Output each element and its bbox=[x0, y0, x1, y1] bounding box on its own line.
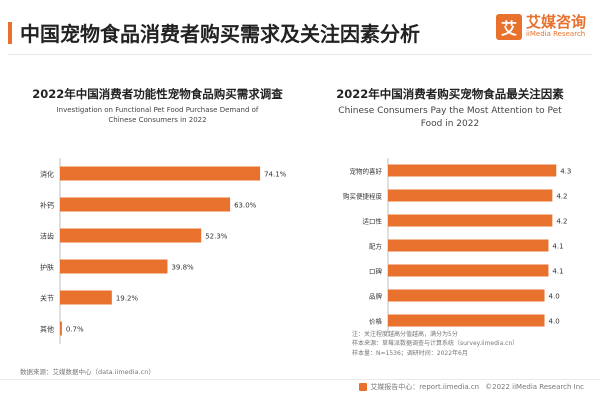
attention-factors-bar-chart: 宠物的喜好 4.3 购买便捷程度 4.2 适口性 4.2 配方 4.1 口碑 4.1 品牌 4.0 价格… bbox=[343, 158, 571, 333]
category-tick-label: 关节 bbox=[40, 294, 54, 303]
bar-value-label: 74.1% bbox=[264, 171, 287, 179]
footer: 艾媒报告中心：report.iimedia.cn ©2022 iiMedia R… bbox=[359, 382, 590, 392]
category-tick-label: 配方 bbox=[369, 242, 383, 251]
category-tick-label: 消化 bbox=[40, 170, 54, 179]
survey-note-line: 样本量：N=1536；调研时间：2022年6月 bbox=[352, 349, 468, 357]
category-tick-label: 其他 bbox=[40, 325, 54, 334]
bar-value-label: 4.1 bbox=[552, 268, 563, 276]
left-chart-subtitle-line: Chinese Consumers in 2022 bbox=[108, 116, 207, 125]
bar-value-label: 0.7% bbox=[66, 326, 84, 334]
category-tick-label: 补钙 bbox=[40, 201, 54, 210]
bar bbox=[388, 214, 553, 227]
category-tick-label: 价格 bbox=[369, 317, 383, 326]
category-tick-label: 宠物的喜好 bbox=[350, 167, 383, 176]
bar-value-label: 39.8% bbox=[171, 264, 194, 272]
bar-value-label: 52.3% bbox=[205, 233, 228, 241]
footer-copyright: ©2022 iiMedia Research Inc bbox=[485, 383, 584, 391]
bar bbox=[388, 239, 549, 252]
bar-value-label: 4.3 bbox=[560, 168, 571, 176]
survey-notes: 注：关注程度越高分值越高，满分为5分 样本来源：草莓派数据调查与计算系统（sur… bbox=[352, 330, 518, 358]
logo-text: 艾媒咨询 iiMedia Research bbox=[526, 15, 586, 38]
bar bbox=[388, 189, 553, 202]
bar bbox=[60, 228, 202, 243]
brand-logo: 艾 艾媒咨询 iiMedia Research bbox=[495, 14, 586, 40]
bar-value-label: 19.2% bbox=[116, 295, 139, 303]
right-chart-subtitle: Chinese Consumers Pay the Most Attention… bbox=[310, 105, 590, 131]
footer-divider bbox=[0, 379, 600, 380]
category-tick-label: 适口性 bbox=[363, 217, 383, 226]
survey-note-line: 注：关注程度越高分值越高，满分为5分 bbox=[352, 331, 458, 338]
right-chart-subtitle-line: Chinese Consumers Pay the Most Attention… bbox=[338, 106, 562, 116]
bar-value-label: 63.0% bbox=[234, 202, 257, 210]
data-source-note: 数据来源：艾媒数据中心（data.iimedia.cn） bbox=[20, 368, 155, 376]
bar-value-label: 4.0 bbox=[549, 293, 560, 301]
left-chart-subtitle: Investigation on Functional Pet Food Pur… bbox=[20, 105, 295, 125]
right-chart-subtitle-line: Food in 2022 bbox=[420, 119, 480, 130]
category-tick-label: 购买便捷程度 bbox=[343, 192, 383, 201]
survey-note-line: 样本来源：草莓派数据调查与计算系统（survey.iimedia.cn） bbox=[352, 340, 519, 348]
bar bbox=[388, 289, 545, 302]
bar bbox=[60, 166, 261, 181]
functional-demand-bar-chart: 消化 74.1% 补钙 63.0% 洁齿 52.3% 护肤 39.8% 关节 19.2% 其他 0.7… bbox=[40, 158, 287, 344]
logo-mark-icon: 艾 bbox=[495, 14, 522, 40]
category-tick-label: 洁齿 bbox=[40, 232, 54, 241]
bar bbox=[60, 197, 231, 212]
left-chart-heading: 2022年中国消费者功能性宠物食品购买需求调查 Investigation on… bbox=[20, 86, 295, 125]
bar bbox=[60, 290, 112, 305]
logo-en: iiMedia Research bbox=[525, 30, 586, 39]
bar-value-label: 4.2 bbox=[556, 193, 567, 201]
bar bbox=[60, 321, 62, 336]
bar-value-label: 4.1 bbox=[552, 243, 563, 251]
footer-site-link[interactable]: 艾媒报告中心：report.iimedia.cn bbox=[370, 383, 480, 391]
bar-value-label: 4.2 bbox=[556, 218, 567, 226]
title-accent-bar bbox=[8, 22, 12, 44]
bar bbox=[60, 259, 168, 274]
page-title: 中国宠物食品消费者购买需求及关注因素分析 bbox=[20, 22, 420, 46]
right-chart-title: 2022年中国消费者购买宠物食品最关注因素 bbox=[336, 87, 564, 101]
footer-logo-icon bbox=[359, 383, 368, 391]
category-tick-label: 品牌 bbox=[369, 292, 383, 301]
category-tick-label: 口碑 bbox=[369, 267, 383, 276]
bar-value-label: 4.0 bbox=[549, 318, 560, 326]
bar bbox=[388, 164, 557, 177]
title-divider bbox=[8, 54, 592, 55]
left-chart-subtitle-line: Investigation on Functional Pet Food Pur… bbox=[56, 106, 259, 114]
logo-cn: 艾媒咨询 bbox=[525, 13, 586, 32]
left-chart-title: 2022年中国消费者功能性宠物食品购买需求调查 bbox=[32, 87, 283, 101]
bar bbox=[388, 264, 549, 277]
right-chart-heading: 2022年中国消费者购买宠物食品最关注因素 Chinese Consumers … bbox=[310, 86, 590, 131]
bar bbox=[388, 314, 545, 327]
category-tick-label: 护肤 bbox=[40, 263, 54, 272]
